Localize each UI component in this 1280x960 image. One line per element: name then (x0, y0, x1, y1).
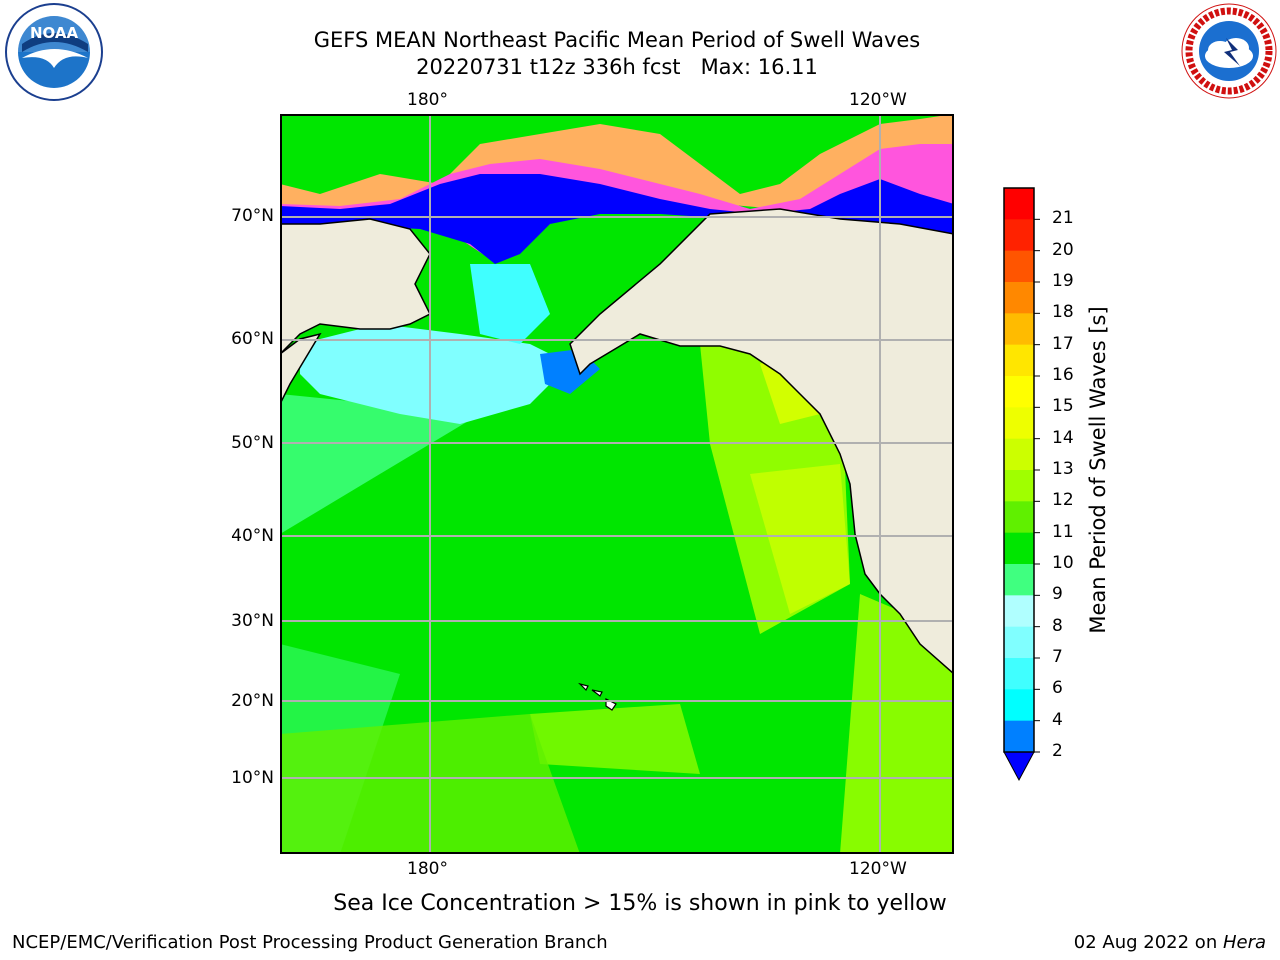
colorbar-tick-label: 21 (1052, 208, 1074, 229)
colorbar-band (1004, 689, 1034, 722)
colorbar-band (1004, 532, 1034, 565)
colorbar-tick-label: 15 (1052, 396, 1074, 417)
ocean-band-12s-se (840, 594, 954, 854)
colorbar-band (1004, 188, 1034, 220)
lat-label-10n: 10°N (231, 768, 274, 788)
colorbar-tick-label: 11 (1052, 521, 1074, 542)
lat-label-20n: 20°N (231, 691, 274, 711)
graticule (280, 114, 954, 854)
bering-strait-field (470, 264, 550, 344)
colorbar-band (1004, 470, 1034, 502)
colorbar-tick-label: 18 (1052, 302, 1074, 323)
chart-title: GEFS MEAN Northeast Pacific Mean Period … (313, 28, 921, 52)
national-weather-service-logo (1180, 2, 1278, 100)
lat-label-30n: 30°N (231, 611, 274, 631)
ocean-band-13s (750, 464, 850, 614)
colorbar-tick-label: 7 (1052, 647, 1063, 667)
map-panel (280, 114, 954, 854)
colorbar-band (1004, 282, 1034, 314)
lat-label-50n: 50°N (231, 433, 274, 453)
lat-label-60n: 60°N (231, 329, 274, 349)
lat-label-70n: 70°N (231, 206, 274, 226)
colorbar-band (1004, 720, 1034, 753)
colorbar-extend-arrow (1003, 751, 1035, 782)
colorbar-band (1004, 313, 1034, 346)
producer-credit: NCEP/EMC/Verification Post Processing Pr… (12, 932, 608, 953)
kamchatka-land (280, 332, 322, 405)
colorbar-label: Mean Period of Swell Waves [s] (1086, 306, 1110, 634)
colorbar-tick-label: 4 (1052, 709, 1063, 730)
colorbar-tick-label: 2 (1052, 741, 1063, 761)
colorbar-tick-label: 9 (1052, 584, 1063, 605)
colorbar-tick-label: 14 (1052, 427, 1074, 448)
colorbar-band (1004, 438, 1034, 471)
svg-text:NOAA: NOAA (30, 24, 79, 42)
sea-ice-note: Sea Ice Concentration > 15% is shown in … (333, 891, 947, 916)
colorbar (1000, 186, 1040, 786)
colorbar-tick-label: 13 (1052, 459, 1074, 479)
host-name: Hera (1222, 932, 1266, 953)
ocean-band-12s-mid (530, 704, 700, 774)
lon-label-bottom-120w: 120°W (849, 859, 907, 879)
lat-label-40n: 40°N (231, 526, 274, 546)
colorbar-band (1004, 407, 1034, 440)
colorbar-band (1004, 344, 1034, 377)
colorbar-band (1004, 250, 1034, 283)
north-america-land (569, 208, 954, 676)
colorbar-tick-label: 20 (1052, 239, 1074, 260)
colorbar-ticks: 2 4 6 7 8 9 10 11 12 13 14 15 16 17 18 19 20 21 (1052, 0, 1092, 960)
colorbar-tick-label: 16 (1052, 365, 1074, 385)
colorbar-band (1004, 501, 1034, 534)
colorbar-band (1004, 219, 1034, 252)
colorbar-band (1004, 564, 1034, 596)
colorbar-tick-label: 10 (1052, 553, 1074, 573)
lon-label-top-120w: 120°W (849, 90, 907, 110)
siberia-land (280, 218, 432, 356)
bering-sea-field (300, 324, 570, 424)
colorbar-band (1004, 626, 1034, 659)
colorbar-tick-label: 17 (1052, 333, 1074, 354)
lon-label-top-180: 180° (407, 90, 448, 110)
colorbar-tick-label: 8 (1052, 615, 1063, 636)
hawaii-islands (578, 682, 617, 711)
run-date: 02 Aug 2022 on Hera (1074, 932, 1266, 953)
noaa-logo: NOAA (4, 2, 104, 102)
colorbar-band (1004, 595, 1034, 628)
map-frame (280, 114, 954, 854)
sea-ice-blue (280, 174, 954, 264)
chart-subtitle: 20220731 t12z 336h fcst Max: 16.11 (416, 55, 818, 79)
colorbar-band (1004, 658, 1034, 690)
run-date-text: 02 Aug 2022 on (1073, 932, 1223, 953)
colorbar-band (1004, 376, 1034, 408)
colorbar-tick-label: 6 (1052, 678, 1063, 699)
colorbar-tick-label: 12 (1052, 490, 1074, 511)
colorbar-tick-label: 19 (1052, 271, 1074, 291)
lon-label-bottom-180: 180° (407, 859, 448, 879)
